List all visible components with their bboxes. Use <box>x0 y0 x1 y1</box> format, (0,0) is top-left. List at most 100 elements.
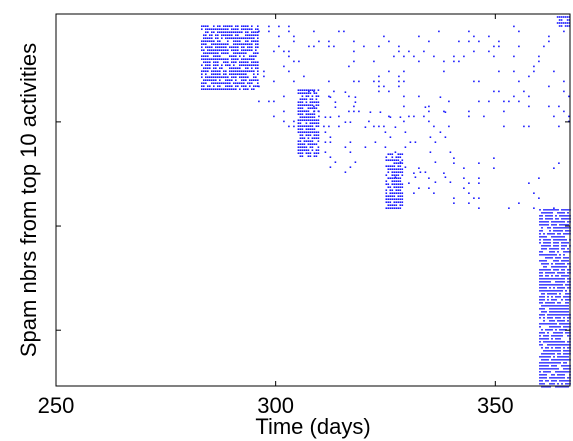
data-point <box>213 49 215 51</box>
data-point <box>549 326 551 328</box>
data-point <box>523 90 525 93</box>
data-point <box>563 227 565 229</box>
data-point <box>227 82 229 84</box>
data-point <box>309 155 312 157</box>
data-point <box>528 95 530 98</box>
data-point <box>547 305 549 307</box>
data-point <box>217 88 219 90</box>
data-point <box>257 70 259 72</box>
data-point <box>565 332 567 334</box>
data-point <box>553 284 555 286</box>
data-point <box>548 40 550 43</box>
data-point <box>558 105 560 108</box>
data-point <box>315 98 318 100</box>
data-point <box>547 245 549 247</box>
data-point <box>567 383 569 385</box>
data-point <box>553 221 555 223</box>
data-point <box>565 275 567 277</box>
data-point <box>547 365 549 367</box>
data-point <box>217 61 219 63</box>
data-point <box>551 296 553 298</box>
data-point <box>561 230 563 232</box>
data-point <box>545 248 547 250</box>
data-point <box>493 90 495 93</box>
data-point <box>388 70 390 73</box>
data-point <box>566 22 569 24</box>
data-point <box>539 365 541 367</box>
data-point <box>247 43 249 45</box>
data-point <box>245 88 247 90</box>
data-point <box>539 383 541 385</box>
data-point <box>563 236 565 238</box>
data-point <box>545 305 547 307</box>
data-point <box>303 149 306 151</box>
data-point <box>239 61 241 63</box>
data-point <box>391 177 394 179</box>
data-point <box>209 37 211 39</box>
data-point <box>543 233 545 235</box>
data-point <box>241 79 243 81</box>
data-point <box>548 85 550 88</box>
data-point <box>251 37 253 39</box>
data-point <box>557 284 559 286</box>
data-point <box>241 37 243 39</box>
data-point <box>297 104 300 106</box>
data-point <box>541 374 543 376</box>
data-point <box>301 137 304 139</box>
data-point <box>305 149 308 151</box>
data-point <box>393 174 396 176</box>
data-point <box>307 137 310 139</box>
data-point <box>219 40 221 42</box>
data-point <box>549 239 551 241</box>
data-point <box>541 302 543 304</box>
data-point <box>349 166 352 168</box>
data-point <box>253 58 255 60</box>
data-point <box>563 221 565 223</box>
data-point <box>558 25 561 27</box>
data-point <box>557 260 559 262</box>
data-point <box>299 122 302 124</box>
data-point <box>297 131 300 133</box>
data-point <box>403 55 405 58</box>
data-point <box>387 168 390 170</box>
data-point <box>553 254 555 256</box>
data-point <box>553 115 555 118</box>
data-point <box>408 115 410 118</box>
data-point <box>309 152 312 154</box>
data-point <box>539 284 541 286</box>
data-point <box>561 209 563 211</box>
data-point <box>557 326 559 328</box>
data-point <box>235 76 237 78</box>
data-point <box>559 212 561 214</box>
data-point <box>545 386 547 388</box>
data-point <box>391 189 394 191</box>
data-point <box>211 46 213 48</box>
data-point <box>251 55 253 57</box>
data-point <box>551 359 553 361</box>
data-point <box>213 70 215 72</box>
data-point <box>307 107 310 109</box>
data-point <box>255 76 257 78</box>
data-point <box>229 55 231 57</box>
data-point <box>549 272 551 274</box>
data-point <box>561 275 563 277</box>
data-point <box>557 239 559 241</box>
data-point <box>567 323 569 325</box>
data-point <box>547 341 549 343</box>
data-point <box>559 257 561 259</box>
data-point <box>397 165 400 167</box>
data-point <box>298 60 300 63</box>
data-point <box>547 371 549 373</box>
data-point <box>553 167 555 169</box>
data-point <box>413 55 415 58</box>
data-point <box>545 284 547 286</box>
data-point <box>553 207 555 209</box>
data-point <box>547 254 549 256</box>
data-point <box>207 46 209 48</box>
data-point <box>391 180 394 182</box>
data-point <box>549 287 551 289</box>
data-point <box>545 302 547 304</box>
data-point <box>559 296 561 298</box>
data-point <box>219 28 221 30</box>
data-point <box>243 25 245 27</box>
